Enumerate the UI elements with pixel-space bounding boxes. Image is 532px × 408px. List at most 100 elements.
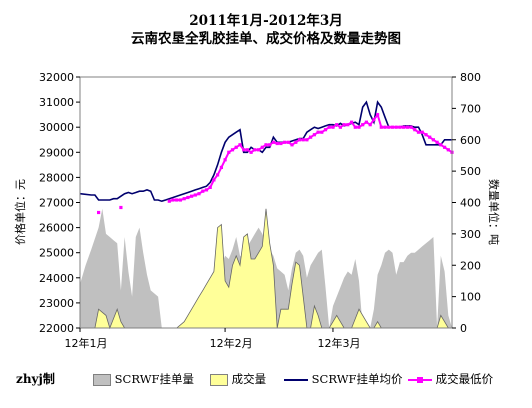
series-3-point <box>234 145 238 149</box>
series-3-point <box>279 141 283 146</box>
series-3-point <box>420 130 424 134</box>
series-3-point <box>342 123 346 127</box>
series-3-point <box>398 125 402 129</box>
chart-subtitle: 云南农垦全乳胶挂单、成交价格及数量走势图 <box>131 31 401 47</box>
series-3-point <box>346 123 350 127</box>
series-3-point <box>167 199 171 203</box>
legend-item-deal-volume: 成交量 <box>210 369 266 389</box>
series-3-point <box>394 125 398 129</box>
series-3-point <box>405 125 409 129</box>
series-3-point <box>443 145 447 149</box>
y-tick-label-right: 500 <box>460 165 481 178</box>
series-3-point <box>242 148 246 152</box>
series-3-point <box>416 130 421 134</box>
legend-item-scrwf-volume: SCRWF挂单量 <box>93 369 194 389</box>
series-3-point <box>230 148 235 152</box>
series-3-point <box>212 178 216 182</box>
series-3-point <box>260 145 264 149</box>
y-tick-label-right: 800 <box>460 71 481 84</box>
x-tick-label: 12年2月 <box>210 336 253 350</box>
series-3-point <box>227 150 231 154</box>
y-tick-label-left: 26000 <box>39 222 74 235</box>
series-3-point <box>245 148 249 152</box>
y-tick-label-right: 200 <box>460 259 481 272</box>
y-tick-label-right: 400 <box>460 197 481 210</box>
series-3-point <box>286 140 290 144</box>
legend-label-scrwf-volume: SCRWF挂单量 <box>114 372 195 386</box>
y-tick-label-left: 29000 <box>39 146 74 159</box>
series-3-point <box>402 125 406 129</box>
y-tick-label-left: 23000 <box>39 297 74 310</box>
series-3-point <box>175 198 179 202</box>
y-tick-label-right: 600 <box>460 134 481 147</box>
series-3-point <box>368 123 372 127</box>
series-3-point <box>271 140 275 144</box>
series-3-point <box>223 158 227 162</box>
series-3-point <box>264 143 268 147</box>
y-tick-label-right: 0 <box>460 322 467 335</box>
legend-item-deal-min: 成交最低价 <box>408 369 493 389</box>
series-3-point <box>350 120 354 124</box>
series-3-point <box>372 118 376 122</box>
series-3-point <box>361 123 365 127</box>
legend-label-deal-volume: 成交量 <box>231 372 267 386</box>
series-3-point <box>283 140 287 144</box>
series-3-point <box>335 123 339 127</box>
series-3-point <box>257 148 261 152</box>
series-3-point <box>216 173 220 177</box>
series-3-point <box>309 135 313 139</box>
legend-label-scrwf-avg: SCRWF挂单均价 <box>311 372 403 386</box>
y-tick-label-right: 700 <box>460 102 481 115</box>
series-3-point <box>204 188 209 192</box>
series-3-point <box>364 120 368 124</box>
y-tick-label-left: 31000 <box>39 96 74 109</box>
legend-label-deal-min: 成交最低价 <box>435 372 494 386</box>
y-tick-label-left: 25000 <box>39 247 74 260</box>
legend: SCRWF挂单量 成交量 SCRWF挂单均价 成交最低价 <box>0 369 532 389</box>
y-tick-label-right: 300 <box>460 228 481 241</box>
series-3-point <box>249 150 253 154</box>
series-3-point <box>323 128 328 132</box>
series-3-point <box>219 165 223 169</box>
series-3-point <box>357 125 361 129</box>
series-3-point <box>331 125 335 129</box>
series-3-point <box>193 193 197 197</box>
series-3-point <box>268 143 272 147</box>
credit-text: zhyj制 <box>16 372 55 386</box>
series-3-point <box>409 125 413 129</box>
series-3-point <box>201 189 205 193</box>
legend-item-scrwf-avg: SCRWF挂单均价 <box>284 369 403 389</box>
series-3-point <box>383 125 387 129</box>
y-tick-label-left: 24000 <box>39 272 74 285</box>
series-3-point <box>186 195 190 200</box>
y-axis-label-left: 价格单位：元 <box>13 179 27 245</box>
series-3-point <box>119 205 123 210</box>
y-axis-label-right: 数量单位：吨 <box>487 179 501 245</box>
series-3-point <box>387 125 391 129</box>
series-3-point <box>178 198 182 202</box>
series-3-point <box>316 130 320 134</box>
series-3-point <box>338 125 342 129</box>
series-3-point <box>294 140 298 144</box>
series-3-point <box>301 138 305 142</box>
x-tick-label: 12年3月 <box>317 336 360 350</box>
series-3-point <box>208 185 212 189</box>
series-3-point <box>424 133 428 137</box>
series-3-point <box>190 194 194 198</box>
series-3-point <box>312 133 316 137</box>
y-tick-label-left: 30000 <box>39 121 74 134</box>
series-3-point <box>446 148 450 152</box>
legend-swatch-deal-min <box>408 377 432 383</box>
series-3-point <box>353 125 357 129</box>
series-3-point <box>439 143 443 147</box>
series-3-point <box>182 197 186 201</box>
series-3-point <box>297 138 302 142</box>
series-3-point <box>275 141 279 146</box>
y-tick-label-right: 100 <box>460 291 481 304</box>
series-3-point <box>379 125 383 129</box>
y-tick-label-left: 28000 <box>39 171 74 184</box>
series-3-point <box>435 140 439 144</box>
series-3-point <box>320 130 324 134</box>
x-tick-label: 12年1月 <box>65 336 108 350</box>
